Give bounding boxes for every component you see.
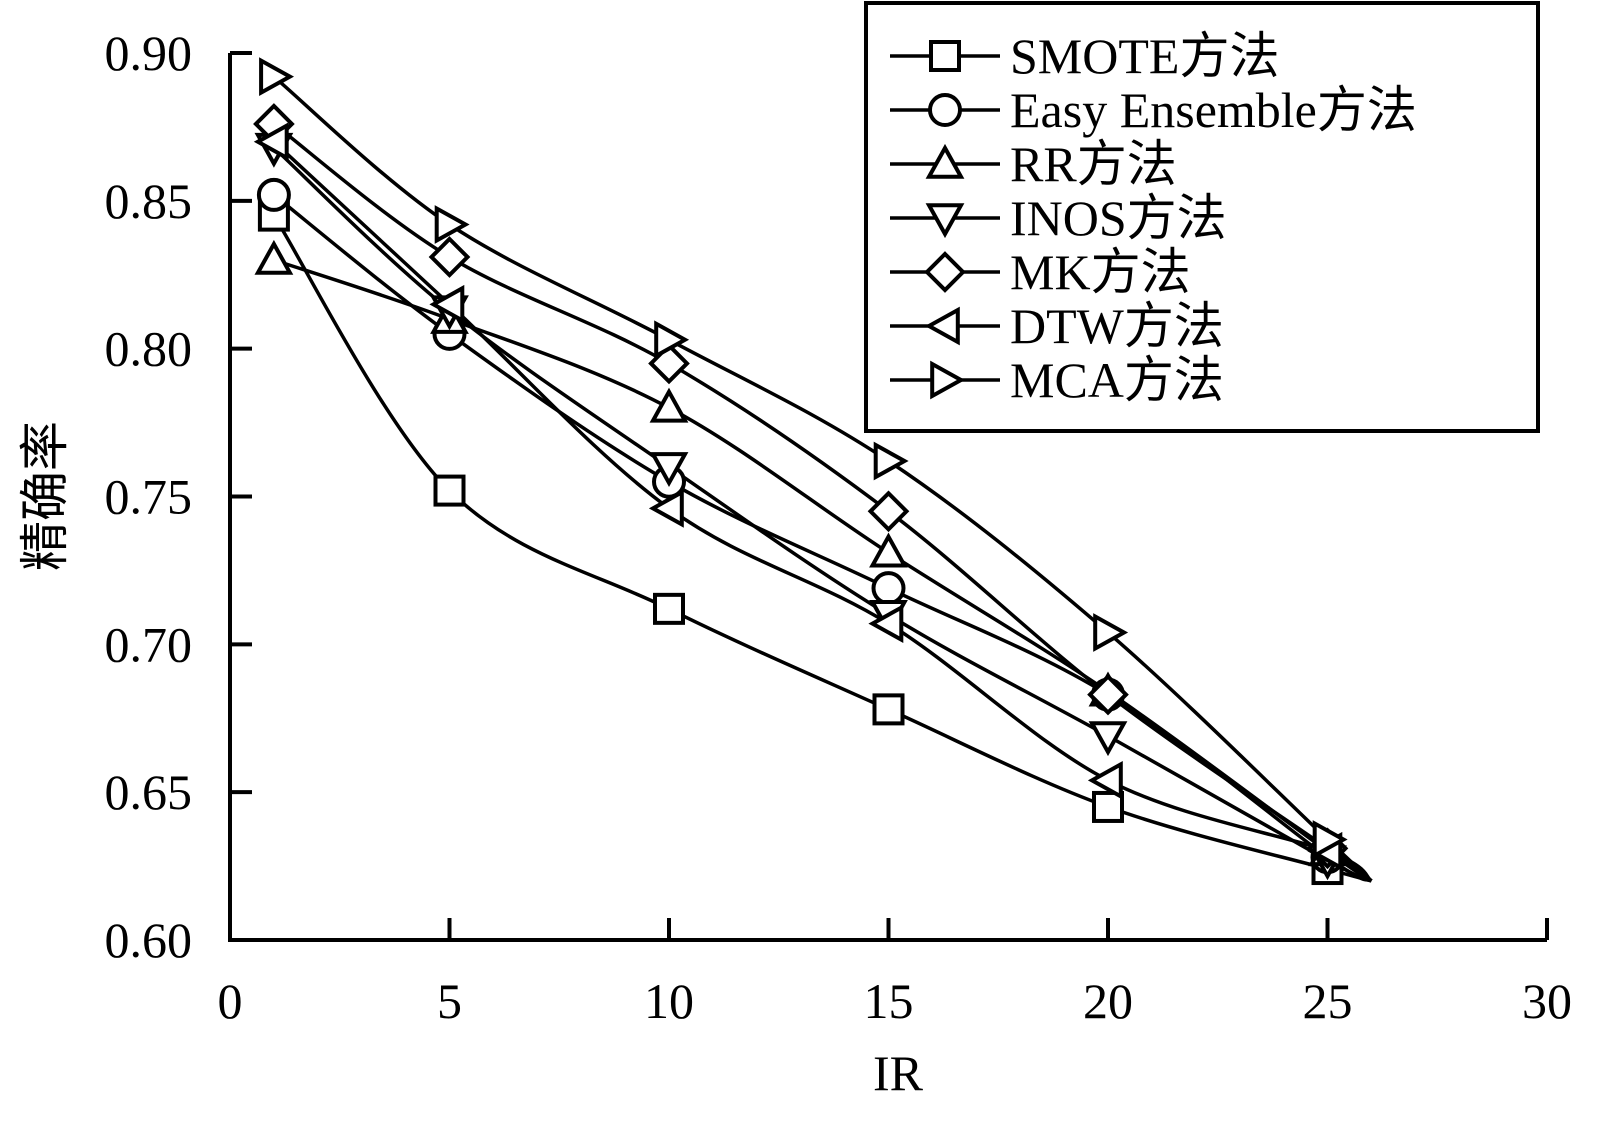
data-point-series-1 (653, 592, 685, 625)
plot-area (253, 57, 1373, 886)
data-point-series-7 (873, 441, 909, 481)
y-tick-label: 0.85 (105, 173, 193, 229)
data-point-series-7 (654, 320, 690, 360)
y-tick-label: 0.60 (105, 912, 193, 968)
legend-label-2: Easy Ensemble方法 (1010, 82, 1417, 138)
data-point-series-4 (1088, 721, 1128, 757)
legend-label-7: MCA方法 (1010, 352, 1224, 408)
legend-label-1: SMOTE方法 (1010, 28, 1279, 84)
legend-marker-1 (929, 40, 961, 72)
y-tick-label: 0.80 (105, 321, 193, 377)
data-point-series-2 (256, 177, 291, 212)
axes: 0 5 10 15 20 25 30 0.60 0.65 0.70 0.75 0.80 0.85 0.90 (105, 25, 1573, 1029)
legend-marker-5 (924, 251, 966, 293)
data-point-series-7 (434, 205, 470, 244)
legend-marker-2 (928, 93, 962, 127)
data-point-series-5 (428, 236, 471, 278)
x-tick-label: 25 (1303, 973, 1353, 1029)
x-tick-label: 0 (218, 973, 243, 1029)
y-tick-label: 0.70 (105, 616, 193, 672)
data-point-series-6 (648, 488, 684, 528)
legend-marker-4 (925, 203, 965, 239)
data-point-series-7 (1093, 613, 1129, 652)
data-point-series-1 (433, 474, 466, 507)
data-point-series-7 (259, 57, 295, 97)
legend-marker-7 (930, 360, 966, 400)
data-point-series-2 (871, 571, 906, 606)
data-point-series-1 (872, 693, 905, 726)
data-point-series-6 (253, 122, 289, 162)
data-point-series-6 (429, 284, 465, 324)
data-point-series-6 (1087, 760, 1123, 800)
data-point-series-3 (869, 532, 908, 568)
data-point-series-6 (868, 604, 904, 644)
x-axis-label: IR (873, 1045, 924, 1101)
series-line-1 (272, 214, 1372, 883)
y-axis-label: 精确率 (17, 421, 73, 571)
x-tick-label: 5 (437, 973, 462, 1029)
data-point-series-3 (649, 387, 689, 423)
data-point-series-4 (649, 452, 689, 488)
x-tick-label: 10 (644, 973, 694, 1029)
x-tick-label: 15 (864, 973, 914, 1029)
data-point-series-3 (254, 239, 294, 275)
data-point-series-5 (867, 490, 910, 533)
y-tick-label: 0.65 (105, 764, 193, 820)
data-point-series-5 (1087, 673, 1129, 716)
legend-marker-6 (924, 306, 960, 346)
data-point-series-7 (1312, 820, 1348, 859)
x-tick-label: 30 (1522, 973, 1572, 1029)
data-point-series-1 (1092, 790, 1124, 823)
legend-marker-3 (925, 143, 965, 179)
legend-label-4: INOS方法 (1010, 190, 1227, 246)
y-tick-label: 0.90 (105, 25, 193, 81)
x-tick-label: 20 (1083, 973, 1133, 1029)
y-tick-label: 0.75 (105, 469, 193, 525)
legend-label-5: MK方法 (1010, 244, 1191, 300)
legend-label-3: RR方法 (1010, 136, 1177, 192)
legend-label-6: DTW方法 (1010, 298, 1224, 354)
